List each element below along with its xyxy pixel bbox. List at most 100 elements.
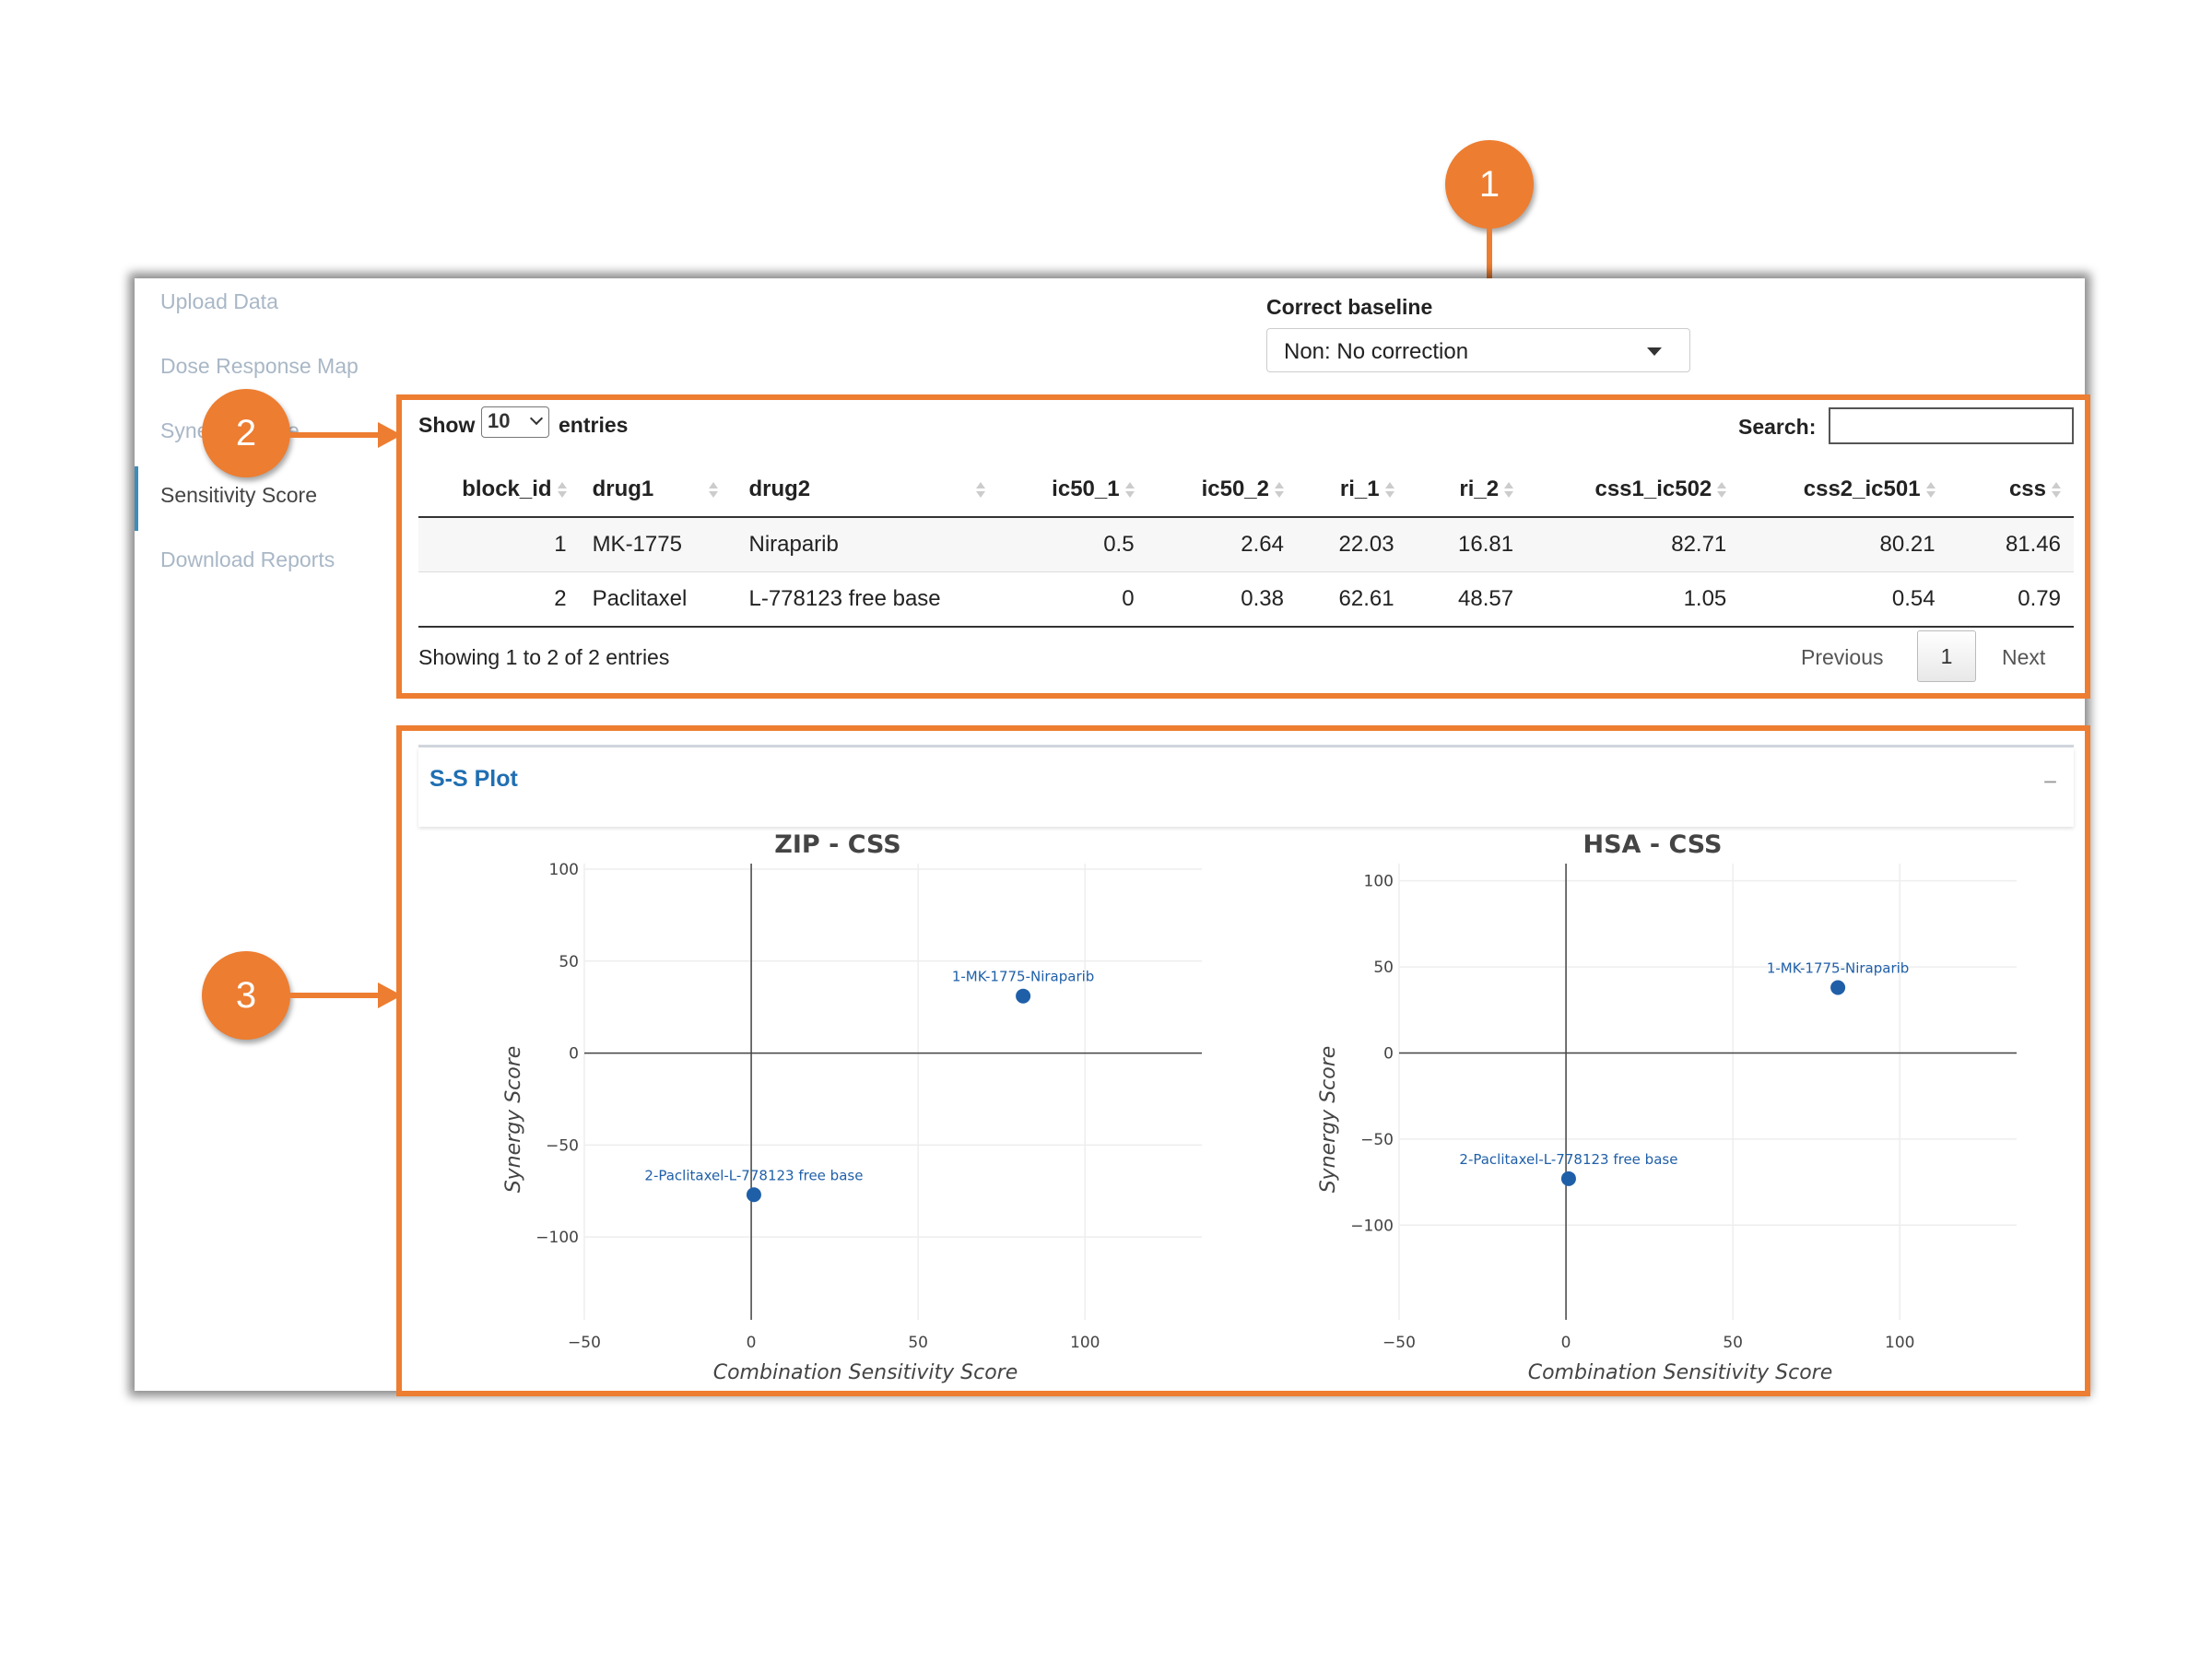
table-cell: 22.03 <box>1297 517 1407 572</box>
y-tick-label: 50 <box>559 953 579 971</box>
plot-zip-css: ZIP - CSS −50 0 50 100 100 50 0 −50 −100 Combinati… <box>465 827 1220 1391</box>
x-tick-label: 100 <box>1885 1334 1914 1352</box>
table-cell: 48.57 <box>1406 571 1527 628</box>
data-point <box>1830 980 1846 995</box>
search-label: Search: <box>1738 415 1817 439</box>
table-cell: 16.81 <box>1406 517 1527 572</box>
table-cell: Paclitaxel <box>579 571 736 628</box>
column-header-ic50-1[interactable]: ic50_1 <box>998 463 1147 518</box>
search-input[interactable] <box>1829 407 2074 444</box>
sort-icon <box>1275 481 1284 499</box>
ss-plot-header: S-S Plot − <box>418 747 2074 827</box>
entries-label: entries <box>559 413 629 437</box>
chart-title: HSA - CSS <box>1583 830 1723 859</box>
x-tick-label: 50 <box>1723 1334 1743 1352</box>
table-cell: Niraparib <box>735 517 999 572</box>
sort-icon <box>976 481 986 499</box>
table-cell: MK-1775 <box>579 517 736 572</box>
table-cell: 82.71 <box>1526 517 1740 572</box>
sort-icon <box>1384 481 1394 499</box>
sort-icon <box>1717 481 1727 499</box>
data-point-label: 1-MK-1775-Niraparib <box>952 969 1094 985</box>
y-tick-label: −50 <box>1360 1131 1394 1149</box>
y-tick-label: 0 <box>1383 1044 1394 1063</box>
pagination-page-1[interactable]: 1 <box>1917 630 1976 682</box>
annotation-arrow-2 <box>288 422 402 448</box>
table-cell: 62.61 <box>1297 571 1407 628</box>
page-length-value: 10 <box>488 409 511 432</box>
sort-icon <box>557 481 567 499</box>
sidebar-item-dose-response-map[interactable]: Dose Response Map <box>160 354 359 378</box>
x-tick-label: 0 <box>747 1334 757 1352</box>
annotation-badge-2: 2 <box>202 389 290 477</box>
annotation-badge-1: 1 <box>1445 140 1534 229</box>
baseline-select[interactable]: Non: No correction <box>1266 328 1690 372</box>
table-cell: 0.54 <box>1739 571 1948 628</box>
chart-hsa-css: HSA - CSS −50 0 50 100 100 50 0 −50 −100 Combinati… <box>1317 830 2017 1384</box>
column-header-css2-ic501[interactable]: css2_ic501 <box>1739 463 1948 518</box>
sort-icon <box>1124 481 1135 499</box>
sidebar-active-indicator <box>135 466 138 531</box>
ss-plot-box: S-S Plot − ZIP - CSS −50 0 50 100 100 50 0 −50 −1… <box>418 745 2074 1391</box>
column-header-ic50-2[interactable]: ic50_2 <box>1147 463 1297 518</box>
baseline-label: Correct baseline <box>1266 295 1433 319</box>
app-window: Upload Data Dose Response Map Synergy Sc… <box>135 278 2085 1391</box>
x-tick-label: 100 <box>1070 1334 1100 1352</box>
table-cell: 2.64 <box>1147 517 1297 572</box>
ss-plot-title: S-S Plot <box>429 766 518 792</box>
x-tick-label: −50 <box>568 1334 601 1352</box>
y-axis-label: Synergy Score <box>1317 1046 1340 1194</box>
x-tick-label: −50 <box>1382 1334 1416 1352</box>
show-label: Show <box>418 413 476 437</box>
table-cell: L-778123 free base <box>735 571 999 628</box>
highlight-box-table <box>396 394 2090 699</box>
x-tick-label: 50 <box>908 1334 928 1352</box>
sidebar-item-upload-data[interactable]: Upload Data <box>160 289 278 313</box>
x-axis-label: Combination Sensitivity Score <box>713 1361 1018 1384</box>
sidebar-item-download-reports[interactable]: Download Reports <box>160 547 335 571</box>
data-point <box>1016 988 1031 1004</box>
annotation-arrow-3 <box>288 982 402 1008</box>
sort-icon <box>2052 481 2061 499</box>
column-header-ri-2[interactable]: ri_2 <box>1406 463 1527 518</box>
table-cell: 0.5 <box>998 517 1147 572</box>
y-tick-label: −100 <box>535 1229 579 1247</box>
y-tick-label: 0 <box>569 1045 579 1064</box>
y-tick-label: −50 <box>546 1136 579 1155</box>
pagination-previous[interactable]: Previous <box>1801 645 1884 669</box>
data-point-label: 2-Paclitaxel-L-778123 free base <box>644 1167 863 1183</box>
annotation-badge-3: 3 <box>202 951 290 1040</box>
y-tick-label: 100 <box>1364 873 1394 891</box>
column-header-drug2[interactable]: drug2 <box>735 463 999 518</box>
table-cell: 1.05 <box>1526 571 1740 628</box>
column-header-css[interactable]: css <box>1947 463 2074 518</box>
pagination-next[interactable]: Next <box>2002 645 2046 669</box>
column-header-css1-ic502[interactable]: css1_ic502 <box>1526 463 1740 518</box>
baseline-select-value: Non: No correction <box>1284 339 1469 364</box>
page-length-select[interactable]: 10 <box>481 406 549 438</box>
sort-icon <box>1504 481 1514 499</box>
table-row[interactable]: 1 MK-1775 Niraparib 0.5 2.64 22.03 16.81… <box>418 517 2074 572</box>
table-cell: 1 <box>418 517 580 572</box>
table-header-row: block_id drug1 drug2 ic50_1 ic50_2 ri_1 … <box>418 463 2074 518</box>
chevron-down-icon <box>1647 347 1662 356</box>
y-tick-label: −100 <box>1350 1217 1394 1235</box>
data-point <box>746 1187 761 1203</box>
chart-zip-css: ZIP - CSS −50 0 50 100 100 50 0 −50 −100 Combinati… <box>502 830 1202 1384</box>
column-header-block-id[interactable]: block_id <box>418 463 580 518</box>
data-point-label: 2-Paclitaxel-L-778123 free base <box>1459 1151 1677 1168</box>
table-cell: 0 <box>998 571 1147 628</box>
table-info: Showing 1 to 2 of 2 entries <box>418 645 670 669</box>
sidebar-item-sensitivity-score[interactable]: Sensitivity Score <box>160 483 318 507</box>
table-row[interactable]: 2 Paclitaxel L-778123 free base 0 0.38 6… <box>418 571 2074 628</box>
highlight-box-plot <box>396 725 2090 1396</box>
collapse-button[interactable]: − <box>2042 768 2057 795</box>
column-header-drug1[interactable]: drug1 <box>579 463 736 518</box>
column-header-ri-1[interactable]: ri_1 <box>1297 463 1407 518</box>
data-point <box>1560 1171 1576 1186</box>
table-cell: 0.38 <box>1147 571 1297 628</box>
plot-hsa-css: HSA - CSS −50 0 50 100 100 50 0 −50 −100 Combinati… <box>1279 827 2035 1391</box>
x-tick-label: 0 <box>1561 1334 1571 1352</box>
table-cell: 2 <box>418 571 580 628</box>
sort-icon <box>1925 481 1936 499</box>
